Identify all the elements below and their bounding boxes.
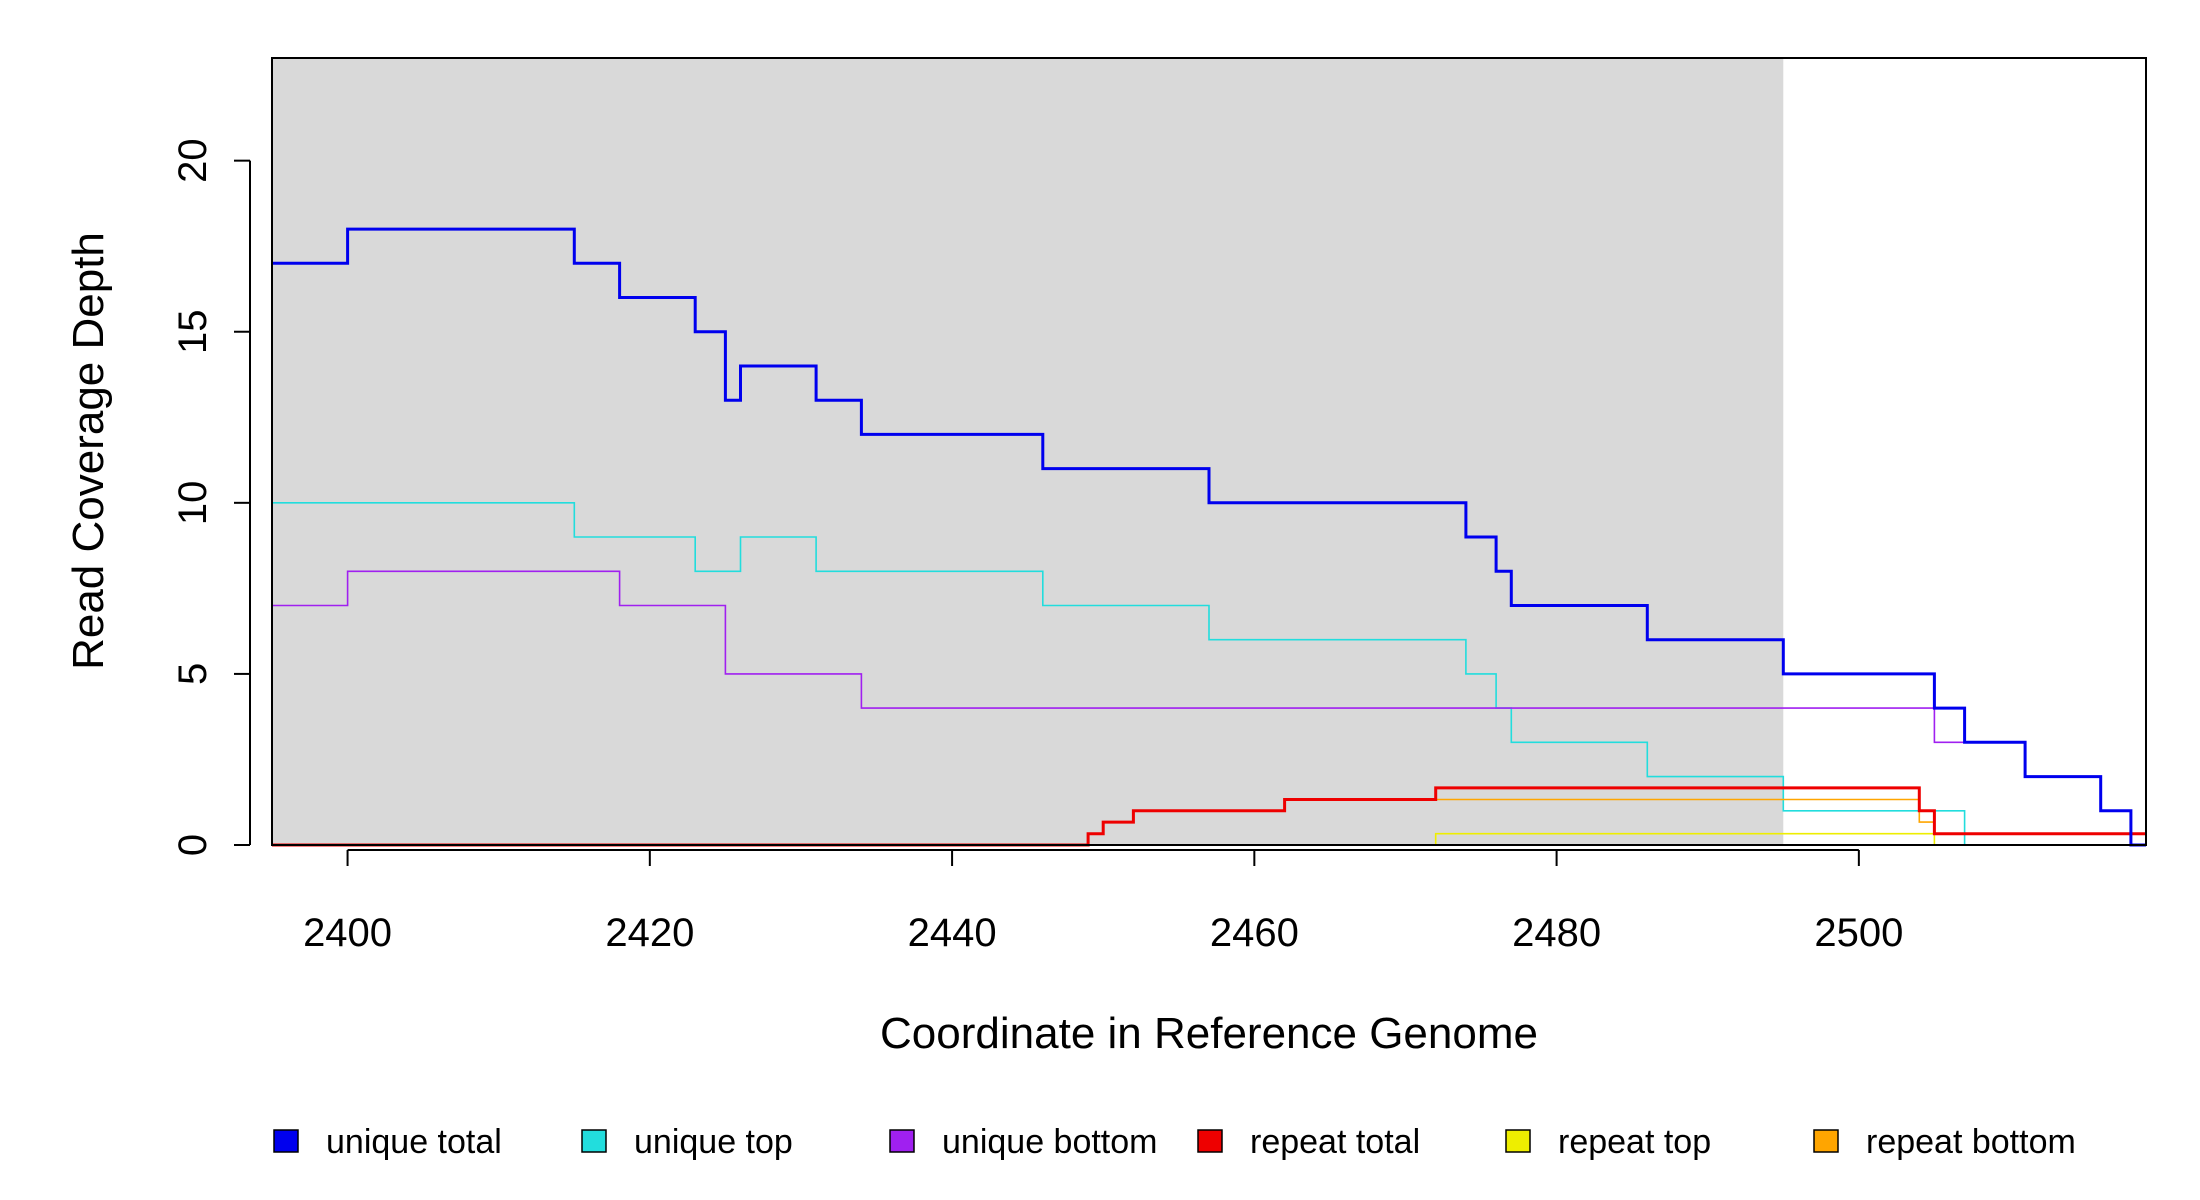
plot-frame <box>271 57 2147 846</box>
legend-label: unique top <box>634 1123 793 1161</box>
y-tick-label: 15 <box>171 309 215 354</box>
y-tick-label: 5 <box>171 663 215 685</box>
x-axis: 2400 2420 2440 2460 2480 2500 <box>303 849 1903 955</box>
legend-swatch <box>1197 1129 1223 1153</box>
x-tick-label: 2400 <box>303 911 392 955</box>
x-tick-label: 2480 <box>1512 911 1601 955</box>
legend-label: repeat top <box>1558 1123 1711 1161</box>
legend-swatch <box>1505 1129 1531 1153</box>
series-line-unique-total <box>272 227 2146 847</box>
y-axis: 0 5 10 15 20 <box>171 138 251 856</box>
y-tick-label: 10 <box>171 481 215 525</box>
y-axis-title: Read Coverage Depth <box>64 232 113 670</box>
shaded-region <box>272 58 1784 845</box>
x-tick-label: 2500 <box>1814 911 1903 955</box>
series-line-unique-top <box>272 502 2146 846</box>
legend-swatch <box>889 1129 915 1153</box>
legend-label: repeat total <box>1250 1123 1420 1161</box>
legend-swatch <box>273 1129 299 1153</box>
legend-swatch <box>1813 1129 1839 1153</box>
x-tick-label: 2440 <box>908 911 997 955</box>
x-axis-title: Coordinate in Reference Genome <box>880 1009 1538 1058</box>
legend-label: unique total <box>326 1123 502 1161</box>
shaded-region-layer <box>272 58 1784 845</box>
x-tick-label: 2460 <box>1210 911 1299 955</box>
y-tick-label: 20 <box>171 138 215 183</box>
legend-label: unique bottom <box>942 1123 1158 1161</box>
legend-label: repeat bottom <box>1866 1123 2076 1161</box>
series-line-repeat-total <box>272 786 2146 847</box>
legend: unique total unique top unique bottom repea… <box>273 1123 2076 1161</box>
y-tick-label: 0 <box>171 834 215 856</box>
legend-swatch <box>581 1129 607 1153</box>
x-tick-label: 2420 <box>605 911 694 955</box>
